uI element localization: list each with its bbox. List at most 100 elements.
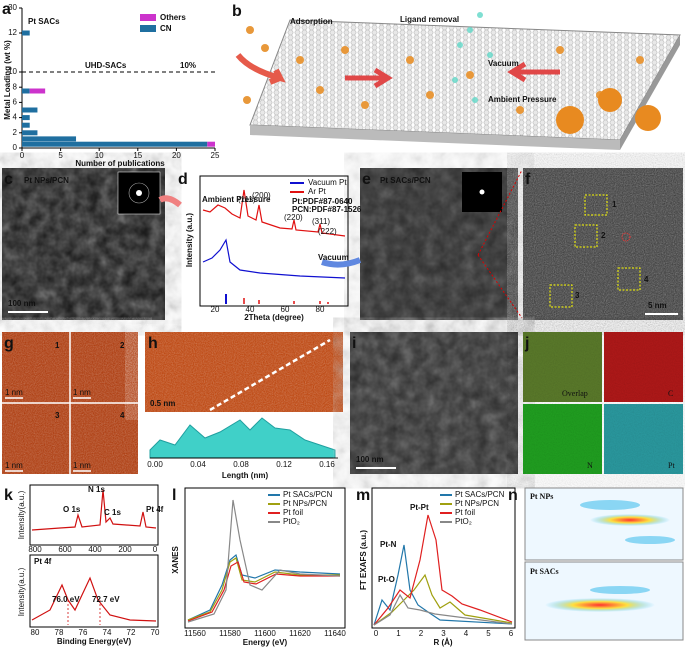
legend-label: Pt NPs/PCN (455, 499, 499, 508)
x-tick-label: 2 (419, 629, 424, 638)
bar-cn (22, 30, 30, 36)
panel-label: f (525, 171, 531, 188)
y-tick-label: 30 (8, 3, 17, 12)
title: Pt SACs/PCN (380, 176, 431, 185)
peak-label: Pt 4f (146, 505, 164, 514)
energy-label: 72.7 eV (92, 595, 120, 604)
panel-label: i (352, 335, 356, 352)
x-tick-label: 600 (58, 545, 72, 554)
annotation: UHD-SACs (85, 61, 127, 70)
legend-label: CN (160, 24, 172, 33)
annotation: 10% (180, 61, 196, 70)
y-tick-label: 10 (8, 67, 17, 76)
region-label: 1 (612, 200, 617, 209)
x-axis-label: Binding Energy(eV) (57, 637, 132, 646)
y-axis-label: XANES (171, 546, 180, 574)
y-tick-label: 0 (13, 143, 18, 152)
y-axis-label: Intensity(a.u.) (17, 567, 26, 616)
scale-label: 1 nm (73, 388, 91, 397)
legend-label: Pt foil (455, 508, 475, 517)
legend-label: Others (160, 13, 186, 22)
title: Pt SACs (28, 17, 60, 26)
bar-others (29, 88, 46, 94)
bar-cn (22, 107, 38, 113)
title: Pt NPs/PCN (24, 176, 69, 185)
region-label: 4 (644, 275, 649, 284)
map-title: Pt NPs (530, 492, 553, 501)
scale-label: 5 nm (648, 301, 667, 310)
x-tick-label: 0.08 (233, 460, 249, 469)
x-tick-label: 10 (95, 151, 104, 160)
x-tick-label: 78 (55, 628, 64, 637)
x-tick-label: 76 (79, 628, 88, 637)
panel-label: j (524, 335, 529, 352)
panel-label: b (232, 3, 242, 20)
x-tick-label: 15 (133, 151, 142, 160)
region-label: 2 (120, 341, 125, 350)
legend-label: Pt SACs/PCN (283, 490, 333, 499)
x-tick-label: 400 (88, 545, 102, 554)
scheme (235, 12, 681, 150)
y-axis-label: Metal Loading (wt %) (3, 40, 12, 120)
bar-cn (22, 88, 30, 94)
map-label: C (668, 389, 673, 398)
panel-label: g (4, 335, 14, 352)
axes (21, 8, 215, 149)
map-label: N (587, 461, 593, 470)
peak-label: Pt-O (378, 575, 395, 584)
peak-label: (200) (252, 191, 271, 200)
y-tick-label: 8 (13, 82, 18, 91)
peak-label: C 1s (104, 508, 121, 517)
x-tick-label: 60 (281, 305, 290, 314)
annotation: PCN:PDF#87-1526 (292, 205, 362, 214)
y-tick-label: 12 (8, 28, 17, 37)
panel-label: l (172, 487, 176, 504)
bar-cn (22, 136, 77, 142)
x-tick-label: 200 (118, 545, 132, 554)
peak-label: N 1s (88, 485, 105, 494)
map-label: Pt (668, 461, 675, 470)
scheme-label: Ligand removal (400, 15, 459, 24)
scale-label: 1 nm (5, 388, 23, 397)
panel-label: e (362, 171, 371, 188)
scale-label: 0.5 nm (150, 399, 175, 408)
region-label: 3 (55, 411, 60, 420)
scheme-label: Vacuum (488, 59, 519, 68)
x-tick-label: 40 (246, 305, 255, 314)
x-tick-label: 72 (127, 628, 136, 637)
panel-label: c (4, 171, 13, 188)
x-tick-label: 20 (172, 151, 181, 160)
legend-label: Pt foil (283, 508, 303, 517)
peak-label: (222) (318, 227, 337, 236)
x-tick-label: 1 (396, 629, 401, 638)
x-axis-label: 2Theta (degree) (244, 313, 304, 322)
x-tick-label: 11620 (289, 629, 311, 638)
panel-label: h (148, 335, 158, 352)
x-tick-label: 6 (509, 629, 514, 638)
peak-label: Pt-Pt (410, 503, 429, 512)
map-title: Pt SACs (530, 567, 559, 576)
x-tick-label: 80 (31, 628, 40, 637)
bar-cn (22, 141, 208, 147)
x-tick-label: 0 (20, 151, 25, 160)
peak-label: (311) (312, 217, 330, 226)
bar-cn (22, 115, 30, 121)
x-tick-label: 0.16 (319, 460, 335, 469)
peak-label: (220) (284, 213, 303, 222)
x-tick-label: 0.00 (147, 460, 163, 469)
region-label: 4 (120, 411, 125, 420)
x-tick-label: 80 (316, 305, 325, 314)
x-tick-label: 0.04 (190, 460, 206, 469)
scale-label: 1 nm (5, 461, 23, 470)
x-tick-label: 0.12 (276, 460, 292, 469)
legend-label: Vacuum Pt (308, 178, 347, 187)
x-axis-label: Number of publications (75, 159, 165, 168)
legend-label: PtO₂ (455, 517, 472, 526)
y-tick-label: 2 (13, 128, 18, 137)
panel-label: a (2, 1, 11, 18)
legend-label: Pt NPs/PCN (283, 499, 327, 508)
annotation: Ambient Pressure (202, 195, 271, 204)
legend-label: PtO₂ (283, 517, 300, 526)
x-tick-label: 3 (441, 629, 446, 638)
